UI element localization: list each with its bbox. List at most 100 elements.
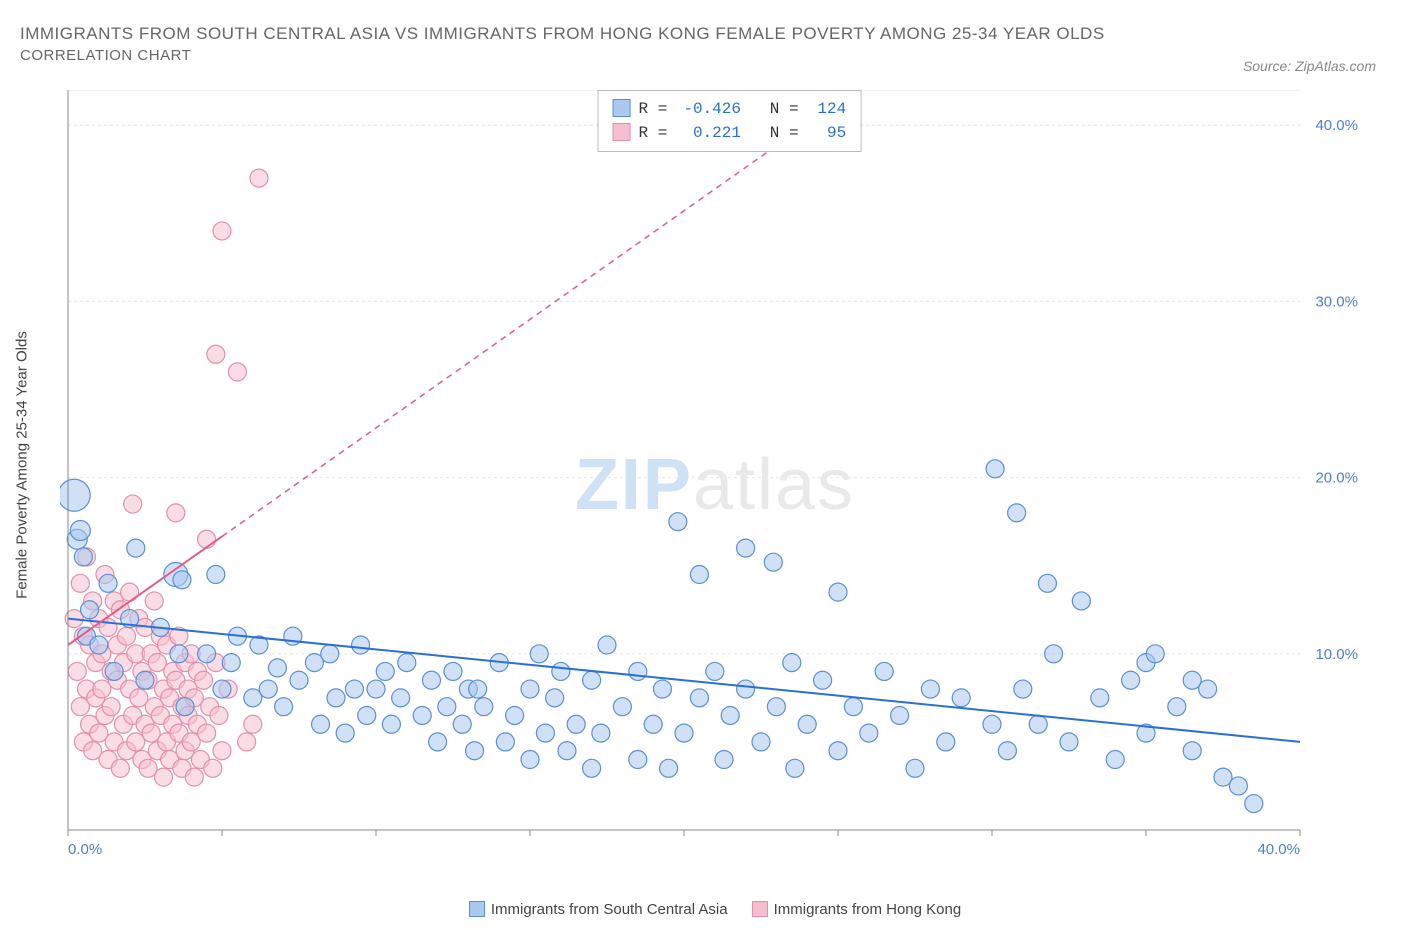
data-point [786,759,804,777]
data-point [875,662,893,680]
data-point [68,662,86,680]
data-point [81,601,99,619]
data-point [290,671,308,689]
data-point [74,548,92,566]
data-point [453,715,471,733]
data-point [422,671,440,689]
data-point [121,583,139,601]
data-point [136,671,154,689]
data-point [552,662,570,680]
data-point [204,759,222,777]
data-point [358,706,376,724]
x-tick-label: 0.0% [68,841,102,858]
data-point [207,566,225,584]
data-point [367,680,385,698]
r-label: R = [639,100,677,118]
y-tick-label: 40.0% [1315,117,1358,134]
data-point [90,636,108,654]
data-point [1060,733,1078,751]
data-point [690,566,708,584]
data-point [312,715,330,733]
chart-container: IMMIGRANTS FROM SOUTH CENTRAL ASIA VS IM… [0,0,1406,930]
data-point [764,553,782,571]
data-point [213,680,231,698]
data-point [669,513,687,531]
source-label: Source: ZipAtlas.com [1243,58,1376,74]
n-value: 124 [808,97,846,121]
y-tick-label: 20.0% [1315,470,1358,487]
data-point [613,698,631,716]
legend-bottom: Immigrants from South Central AsiaImmigr… [0,901,1406,918]
data-point [653,680,671,698]
stats-legend-box: R = -0.426 N = 124R = 0.221 N = 95 [598,90,862,152]
data-point [860,724,878,742]
data-point [167,504,185,522]
data-point [321,645,339,663]
data-point [1245,795,1263,813]
stats-row: R = 0.221 N = 95 [613,121,847,145]
data-point [906,759,924,777]
data-point [222,654,240,672]
y-tick-label: 10.0% [1315,646,1358,663]
r-label: R = [639,124,677,142]
data-point [844,698,862,716]
data-point [345,680,363,698]
data-point [558,742,576,760]
data-point [185,768,203,786]
y-axis-label: Female Poverty Among 25-34 Year Olds [14,331,31,599]
data-point [352,636,370,654]
data-point [195,671,213,689]
data-point [392,689,410,707]
data-point [721,706,739,724]
legend-label: Immigrants from Hong Kong [774,901,962,918]
data-point [198,724,216,742]
data-point [715,751,733,769]
data-point [496,733,514,751]
data-point [466,742,484,760]
data-point [213,742,231,760]
legend-swatch [469,901,485,917]
legend-swatch [613,99,631,117]
data-point [536,724,554,742]
data-point [250,169,268,187]
data-point [198,530,216,548]
trend-line-extrapolated [222,90,855,536]
data-point [70,520,90,540]
data-point [567,715,585,733]
data-point [259,680,277,698]
data-point [829,583,847,601]
data-point [921,680,939,698]
data-point [644,715,662,733]
data-point [176,698,194,716]
data-point [1229,777,1247,795]
data-point [506,706,524,724]
title-block: IMMIGRANTS FROM SOUTH CENTRAL ASIA VS IM… [20,20,1376,65]
legend-swatch [752,901,768,917]
data-point [268,659,286,677]
data-point [1168,698,1186,716]
data-point [583,671,601,689]
data-point [145,592,163,610]
chart-subtitle: CORRELATION CHART [20,47,191,64]
data-point [207,345,225,363]
data-point [629,662,647,680]
r-value: -0.426 [677,97,741,121]
data-point [102,698,120,716]
data-point [213,222,231,240]
data-point [173,571,191,589]
data-point [413,706,431,724]
data-point [952,689,970,707]
n-value: 95 [808,121,846,145]
data-point [546,689,564,707]
data-point [429,733,447,751]
data-point [127,539,145,557]
data-point [244,715,262,733]
data-point [1091,689,1109,707]
data-point [521,751,539,769]
data-point [521,680,539,698]
data-point [752,733,770,751]
data-point [629,751,647,769]
data-point [986,460,1004,478]
scatter-plot-svg: 0.0%40.0%10.0%20.0%30.0%40.0% [60,90,1370,880]
data-point [783,654,801,672]
